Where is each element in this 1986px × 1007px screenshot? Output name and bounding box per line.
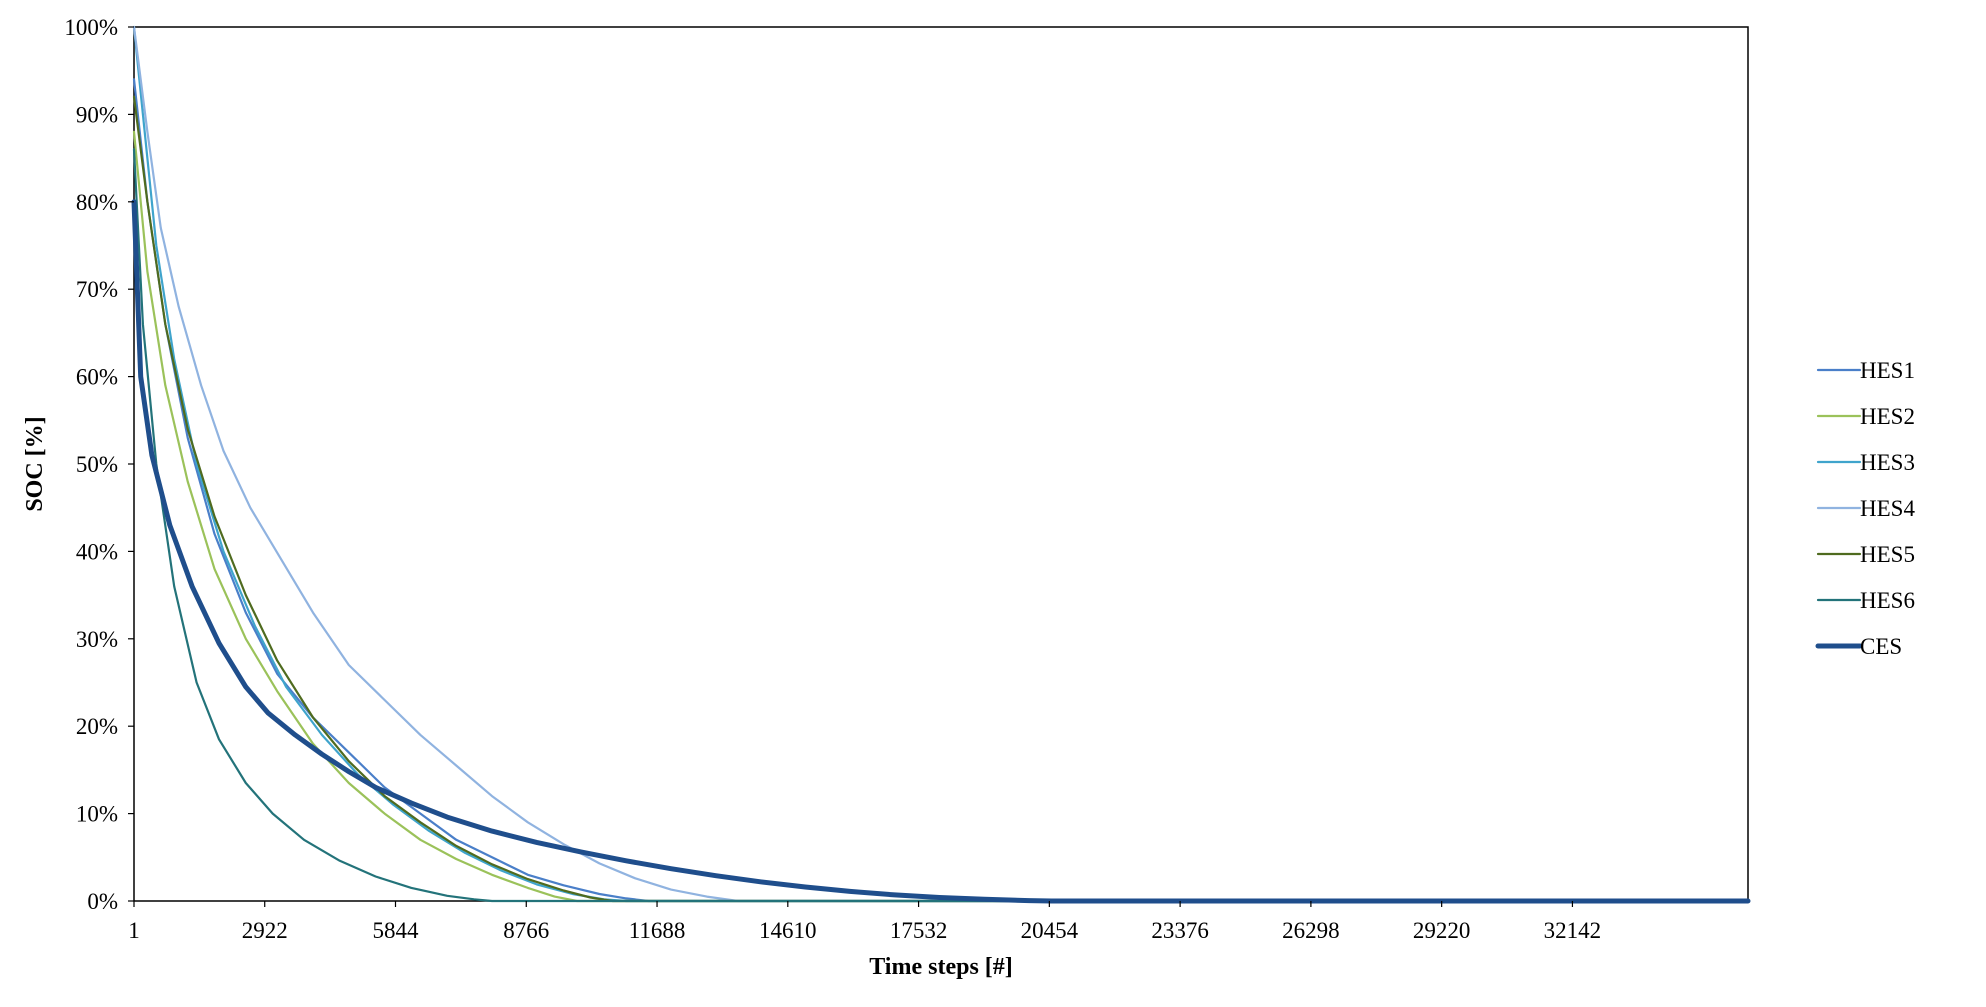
x-tick-label: 17532: [890, 918, 948, 943]
x-tick-label: 20454: [1021, 918, 1079, 943]
x-tick-label: 26298: [1282, 918, 1340, 943]
y-tick-label: 90%: [76, 102, 118, 127]
x-tick-label: 23376: [1151, 918, 1209, 943]
x-tick-label: 11688: [629, 918, 686, 943]
legend-label-ces: CES: [1860, 634, 1902, 659]
x-tick-label: 1: [128, 918, 140, 943]
legend-label-hes4: HES4: [1860, 496, 1915, 521]
legend-label-hes2: HES2: [1860, 404, 1915, 429]
x-tick-label: 2922: [242, 918, 288, 943]
plot-area: [133, 26, 1749, 902]
y-tick-label: 100%: [64, 15, 118, 40]
series-line-hes6: [132, 148, 1750, 903]
x-tick-label: 32142: [1544, 918, 1602, 943]
legend-label-hes5: HES5: [1860, 542, 1915, 567]
series-line-ces: [131, 199, 1751, 904]
x-axis-title: Time steps [#]: [869, 954, 1013, 980]
y-tick-label: 10%: [76, 802, 118, 827]
y-tick-label: 50%: [76, 452, 118, 477]
series-line-hes4: [132, 25, 1750, 903]
x-tick-label: 29220: [1413, 918, 1471, 943]
y-tick-label: 80%: [76, 190, 118, 215]
y-tick-label: 20%: [76, 714, 118, 739]
legend-label-hes1: HES1: [1860, 358, 1915, 383]
y-axis-ticks: 0% 10% 20% 30% 40% 50% 60% 70% 80% 90% 100%: [64, 15, 134, 914]
y-tick-label: 70%: [76, 277, 118, 302]
x-tick-label: 14610: [759, 918, 817, 943]
legend-label-hes6: HES6: [1860, 588, 1915, 613]
x-tick-label: 8766: [503, 918, 549, 943]
y-axis-title: SOC [%]: [22, 416, 48, 511]
series-layer: [131, 25, 1751, 904]
legend: HES1 HES2 HES3 HES4 HES5 HES6 CES: [1815, 358, 1915, 659]
y-tick-label: 60%: [76, 365, 118, 390]
legend-label-hes3: HES3: [1860, 450, 1915, 475]
y-tick-label: 30%: [76, 627, 118, 652]
series-line-hes5: [132, 95, 1750, 903]
x-axis-ticks: 1 2922 5844 8766 11688 14610 17532 20454 23376 26…: [128, 901, 1601, 943]
series-line-hes1: [132, 78, 1750, 903]
x-tick-label: 5844: [372, 918, 419, 943]
y-tick-label: 40%: [76, 539, 118, 564]
y-tick-label: 0%: [87, 889, 118, 914]
series-line-hes2: [132, 130, 1750, 903]
